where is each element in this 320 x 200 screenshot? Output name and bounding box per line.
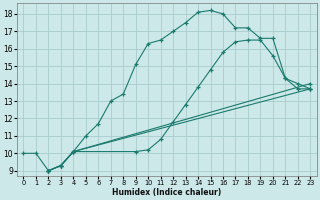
X-axis label: Humidex (Indice chaleur): Humidex (Indice chaleur) [112, 188, 221, 197]
